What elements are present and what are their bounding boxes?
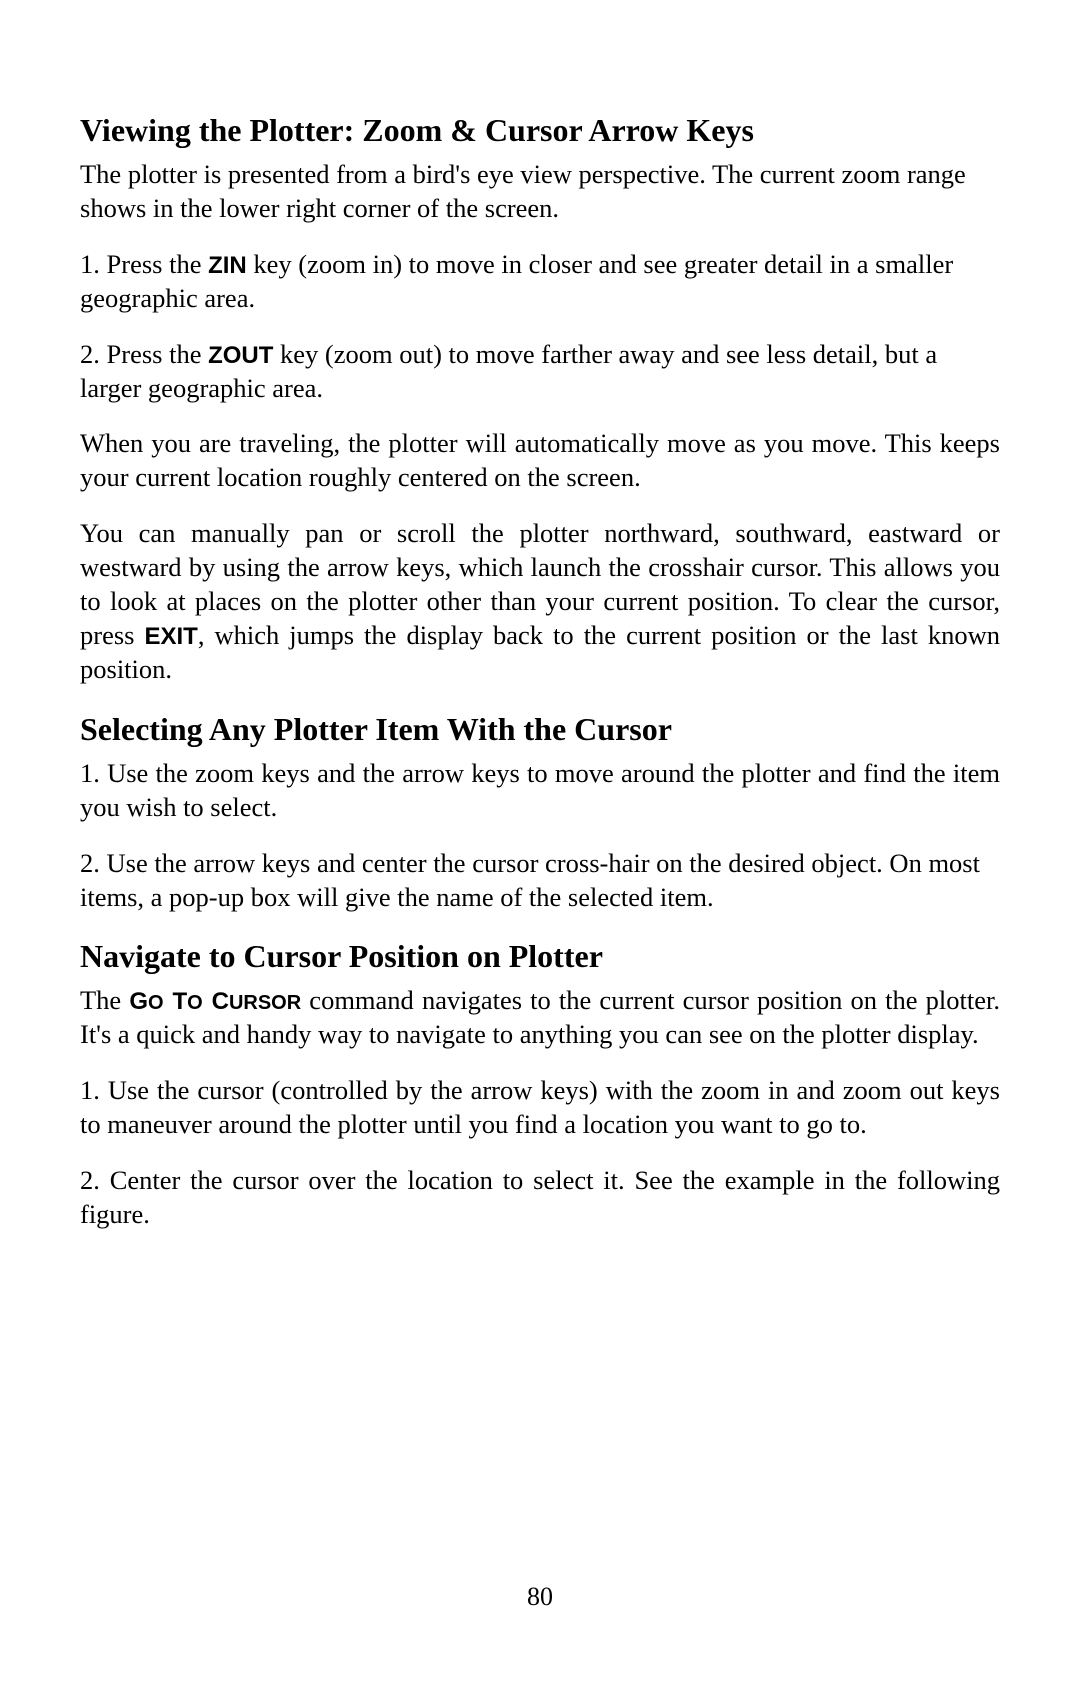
sc: G bbox=[129, 988, 148, 1015]
section2-step1: 1. Use the zoom keys and the arrow keys … bbox=[80, 757, 1000, 825]
zout-key: ZOUT bbox=[208, 342, 273, 369]
section1-pan: You can manually pan or scroll the plott… bbox=[80, 517, 1000, 687]
exit-key: EXIT bbox=[144, 623, 197, 650]
sc: T bbox=[172, 988, 187, 1015]
section2-step2: 2. Use the arrow keys and center the cur… bbox=[80, 847, 1000, 915]
section2-heading: Selecting Any Plotter Item With the Curs… bbox=[80, 709, 1000, 749]
sc: C bbox=[212, 988, 229, 1015]
text: 1. Press the bbox=[80, 249, 208, 279]
zin-key: ZIN bbox=[208, 252, 247, 279]
section1-heading: Viewing the Plotter: Zoom & Cursor Arrow… bbox=[80, 110, 1000, 150]
sc: O bbox=[148, 992, 164, 1014]
section3-step2: 2. Center the cursor over the location t… bbox=[80, 1164, 1000, 1232]
section1-intro: The plotter is presented from a bird's e… bbox=[80, 158, 1000, 226]
sc: O bbox=[187, 992, 203, 1014]
text: The bbox=[80, 985, 129, 1015]
sc: URSOR bbox=[229, 992, 301, 1014]
section3-step1: 1. Use the cursor (controlled by the arr… bbox=[80, 1074, 1000, 1142]
section1-step2: 2. Press the ZOUT key (zoom out) to move… bbox=[80, 338, 1000, 406]
section3-intro: The GO TO CURSOR command navigates to th… bbox=[80, 984, 1000, 1052]
page-number: 80 bbox=[0, 1582, 1080, 1612]
section1-travel: When you are traveling, the plotter will… bbox=[80, 427, 1000, 495]
section3-heading: Navigate to Cursor Position on Plotter bbox=[80, 936, 1000, 976]
section1-step1: 1. Press the ZIN key (zoom in) to move i… bbox=[80, 248, 1000, 316]
text: 2. Press the bbox=[80, 339, 208, 369]
text: , which jumps the display back to the cu… bbox=[80, 620, 1000, 684]
go-to-cursor-command: GO TO CURSOR bbox=[129, 985, 301, 1015]
manual-page: Viewing the Plotter: Zoom & Cursor Arrow… bbox=[0, 0, 1080, 1682]
